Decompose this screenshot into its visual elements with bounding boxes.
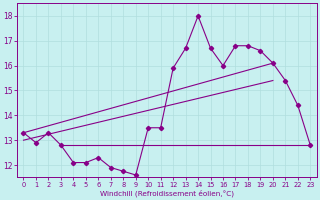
X-axis label: Windchill (Refroidissement éolien,°C): Windchill (Refroidissement éolien,°C) bbox=[100, 189, 234, 197]
